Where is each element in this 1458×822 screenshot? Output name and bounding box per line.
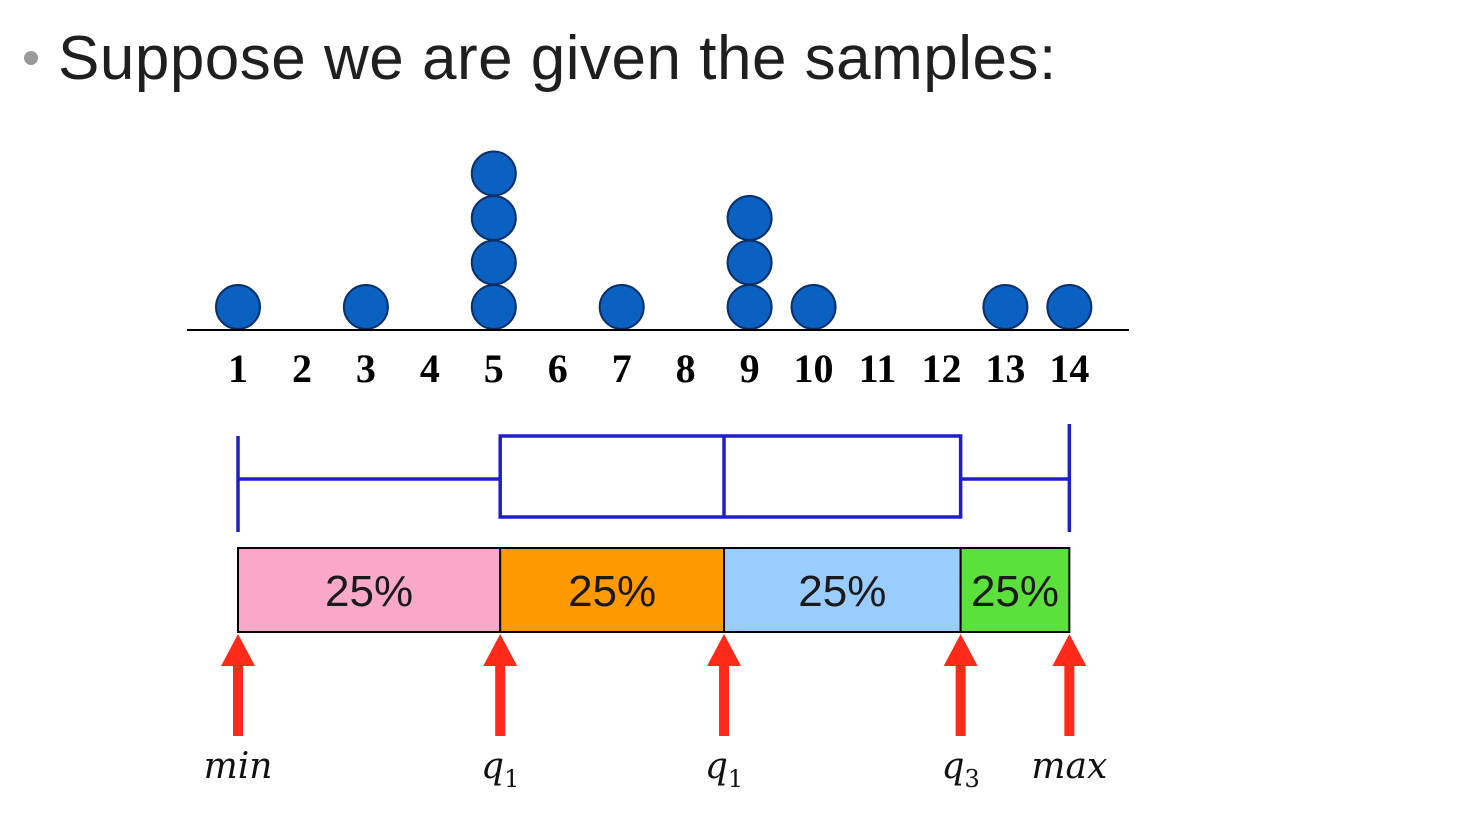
tick-label: 1 [228,346,248,391]
sample-dot [342,284,389,330]
tick-label: 13 [985,346,1025,391]
box-plot [236,424,1072,532]
quartile-marker-label: min [204,746,273,787]
tick-label: 9 [740,346,760,391]
sample-dot [726,195,773,241]
quartile-marker-label: q1 [705,746,743,793]
tick-label: 11 [859,346,897,391]
tick-label: 10 [794,346,834,391]
quartile-marker-label: q1 [481,746,519,793]
quartile-marker-label: max [1031,746,1107,787]
quartile-marker-label: q3 [941,746,979,793]
sample-dot [215,284,261,330]
sample-dot [470,284,517,330]
tick-label: 5 [484,346,504,391]
sample-dot [982,284,1029,330]
tick-label: 8 [676,346,696,391]
interquartile-box [498,434,963,519]
quartile-segment [959,547,1071,633]
sample-dot [1046,284,1093,330]
quartile-segment [237,547,502,633]
arrow-up-icon [483,634,518,666]
tick-label: 14 [1049,346,1089,391]
bullet-dot-icon [24,51,38,65]
segment-percent-label: 25% [798,567,886,616]
sample-dot [470,195,517,241]
sample-dot [598,284,645,330]
dot-plot [215,150,1093,330]
tick-label: 12 [921,346,961,391]
title-text: Suppose we are given the samples: [58,23,1057,93]
arrow-shaft [955,664,966,736]
sample-dot [470,150,517,197]
quartile-markers: min q1 q1 q3 max [204,634,1107,793]
arrow-up-icon [221,634,255,666]
arrow-shaft [1064,664,1075,736]
sample-dot [470,239,517,286]
arrow-up-icon [707,634,742,666]
segment-percent-label: 25% [568,567,656,616]
quartile-segments: 25% 25% 25% 25% [237,547,1071,633]
arrow-up-icon [943,634,978,666]
tick-label: 6 [548,346,568,391]
slide-title: Suppose we are given the samples: [24,18,1057,98]
segment-percent-label: 25% [971,567,1059,616]
arrow-shaft [233,664,243,736]
tick-label: 2 [292,346,312,391]
sample-dot [790,284,837,330]
sample-dot [726,284,773,330]
tick-label: 4 [420,346,440,391]
tick-label: 3 [356,346,376,391]
segment-percent-label: 25% [325,567,413,616]
x-axis-tick-labels: 1 2 3 4 5 6 7 8 9 10 11 12 13 14 [228,346,1089,391]
arrow-shaft [495,664,506,736]
sample-dot [726,239,773,286]
arrow-up-icon [1052,634,1087,666]
arrow-shaft [719,664,730,736]
quartile-segment [499,547,726,633]
tick-label: 7 [612,346,632,391]
